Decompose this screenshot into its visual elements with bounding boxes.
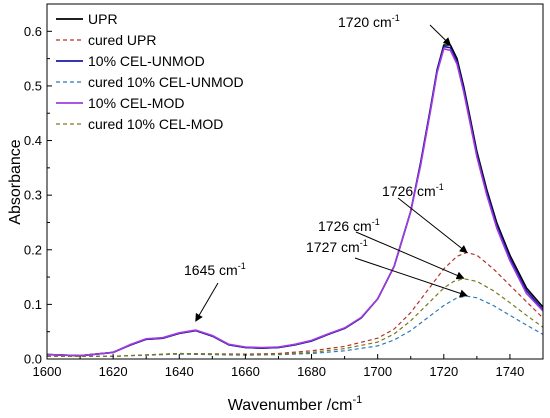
x-tick-label: 1640	[165, 364, 194, 379]
y-axis-title: Absorbance	[7, 139, 24, 224]
annotation-label: 1727 cm-1	[306, 238, 368, 255]
x-axis-title: Wavenumber /cm-1	[228, 394, 363, 414]
annotation-arrow	[354, 257, 468, 298]
annotation-arrow	[355, 231, 465, 280]
y-tick-label: 0.0	[24, 352, 42, 367]
legend-label: cured UPR	[88, 32, 156, 48]
x-axis: 1600 1620 1640 1660 1680 1700 1720 1740	[33, 354, 524, 379]
x-tick-label: 1700	[363, 364, 392, 379]
x-tick-label: 1660	[231, 364, 260, 379]
x-tick-label: 1740	[495, 364, 524, 379]
series-line-5	[46, 47, 544, 357]
y-tick-label: 0.4	[24, 133, 42, 148]
legend-label: UPR	[88, 11, 118, 27]
y-tick-label: 0.6	[24, 24, 42, 39]
y-axis: 0.0 0.1 0.2 0.3 0.4 0.5 0.6	[24, 3, 52, 367]
x-tick-label: 1720	[429, 364, 458, 379]
annotations: 1720 cm-1 1726 cm-1 1726 cm-1 1727 cm-1 1645…	[184, 13, 468, 322]
annotation-arrow	[397, 197, 468, 254]
x-tick-label: 1680	[297, 364, 326, 379]
x-axis-title-sup: -1	[353, 394, 363, 406]
legend-label: cured 10% CEL-MOD	[88, 116, 223, 132]
annotation-label: 1726 cm-1	[318, 217, 380, 234]
y-tick-label: 0.1	[24, 297, 42, 312]
y-tick-label: 0.3	[24, 188, 42, 203]
legend: UPR cured UPR 10% CEL-UNMOD cured 10% CEL-U…	[56, 11, 244, 132]
annotation-label: 1720 cm-1	[338, 13, 400, 30]
plot-frame	[46, 3, 544, 360]
x-tick-label: 1620	[99, 364, 128, 379]
legend-label: cured 10% CEL-UNMOD	[88, 74, 244, 90]
legend-label: 10% CEL-MOD	[88, 95, 184, 111]
y-tick-label: 0.2	[24, 242, 42, 257]
x-axis-title-text: Wavenumber /cm	[228, 397, 353, 414]
annotation-label: 1726 cm-1	[382, 182, 444, 199]
annotation-arrow	[429, 24, 452, 46]
y-tick-label: 0.5	[24, 78, 42, 93]
annotation-label: 1645 cm-1	[184, 261, 246, 278]
x-tick-label: 1600	[33, 364, 62, 379]
annotation-arrow	[195, 282, 219, 322]
legend-label: 10% CEL-UNMOD	[88, 53, 205, 69]
